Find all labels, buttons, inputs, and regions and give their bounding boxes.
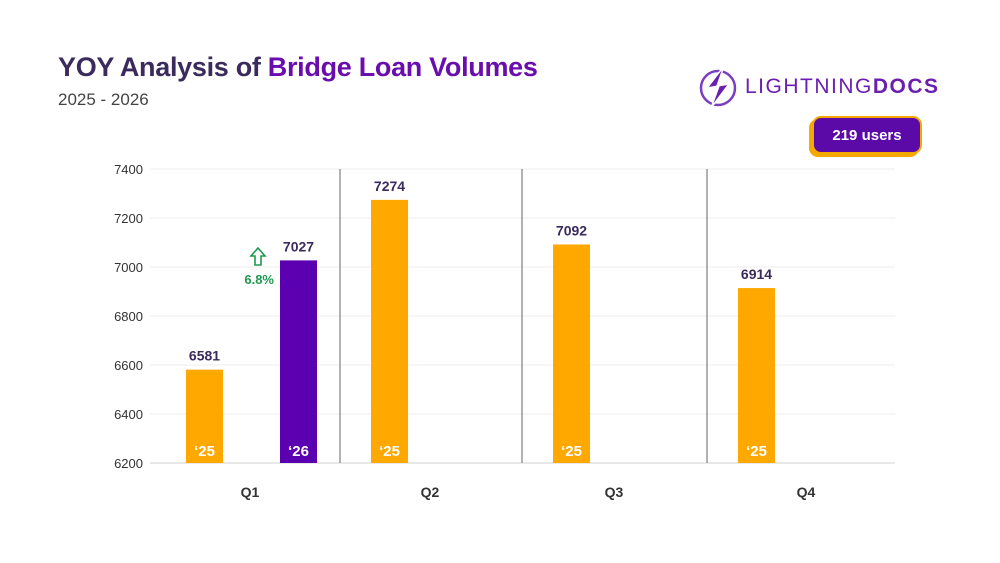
growth-percentage: 6.8% bbox=[244, 272, 274, 287]
bar-q2-0 bbox=[371, 199, 408, 463]
y-tick-label: 6800 bbox=[114, 309, 143, 324]
arrow-up-icon bbox=[249, 246, 267, 266]
bar-year-label: ‘26 bbox=[288, 443, 309, 460]
x-category-label: Q1 bbox=[241, 484, 260, 500]
bar-year-label: ‘25 bbox=[379, 443, 400, 460]
y-tick-label: 7400 bbox=[114, 162, 143, 177]
lightning-bolt-icon bbox=[699, 65, 737, 109]
y-tick-label: 6200 bbox=[114, 456, 143, 471]
title-prefix: YOY Analysis of bbox=[58, 52, 268, 82]
bar-q1-1 bbox=[280, 260, 317, 463]
x-category-label: Q4 bbox=[797, 484, 816, 500]
lightningdocs-logo: LIGHTNINGDOCS bbox=[697, 64, 940, 110]
bar-q1-0 bbox=[186, 369, 223, 463]
bar-year-label: ‘25 bbox=[746, 443, 767, 460]
title-highlight: Bridge Loan Volumes bbox=[267, 52, 538, 82]
y-tick-label: 7200 bbox=[114, 211, 143, 226]
y-tick-label: 7000 bbox=[114, 260, 143, 275]
data-label: 7027 bbox=[283, 238, 314, 254]
y-tick-label: 6600 bbox=[114, 358, 143, 373]
x-category-label: Q3 bbox=[605, 484, 624, 500]
data-label: 6914 bbox=[741, 266, 772, 282]
data-label: 7092 bbox=[556, 222, 587, 238]
page-title: YOY Analysis of Bridge Loan Volumes bbox=[58, 52, 538, 83]
data-label: 6581 bbox=[189, 348, 220, 364]
users-badge: 219 users bbox=[812, 116, 922, 154]
bar-q3-0 bbox=[553, 244, 590, 463]
data-label: 7274 bbox=[374, 178, 405, 194]
bar-q4-0 bbox=[738, 288, 775, 463]
bar-year-label: ‘25 bbox=[194, 443, 215, 460]
logo-text: LIGHTNINGDOCS bbox=[745, 75, 940, 98]
bar-year-label: ‘25 bbox=[561, 443, 582, 460]
page-subtitle: 2025 - 2026 bbox=[58, 90, 149, 109]
y-tick-label: 6400 bbox=[114, 407, 143, 422]
x-category-label: Q2 bbox=[421, 484, 440, 500]
